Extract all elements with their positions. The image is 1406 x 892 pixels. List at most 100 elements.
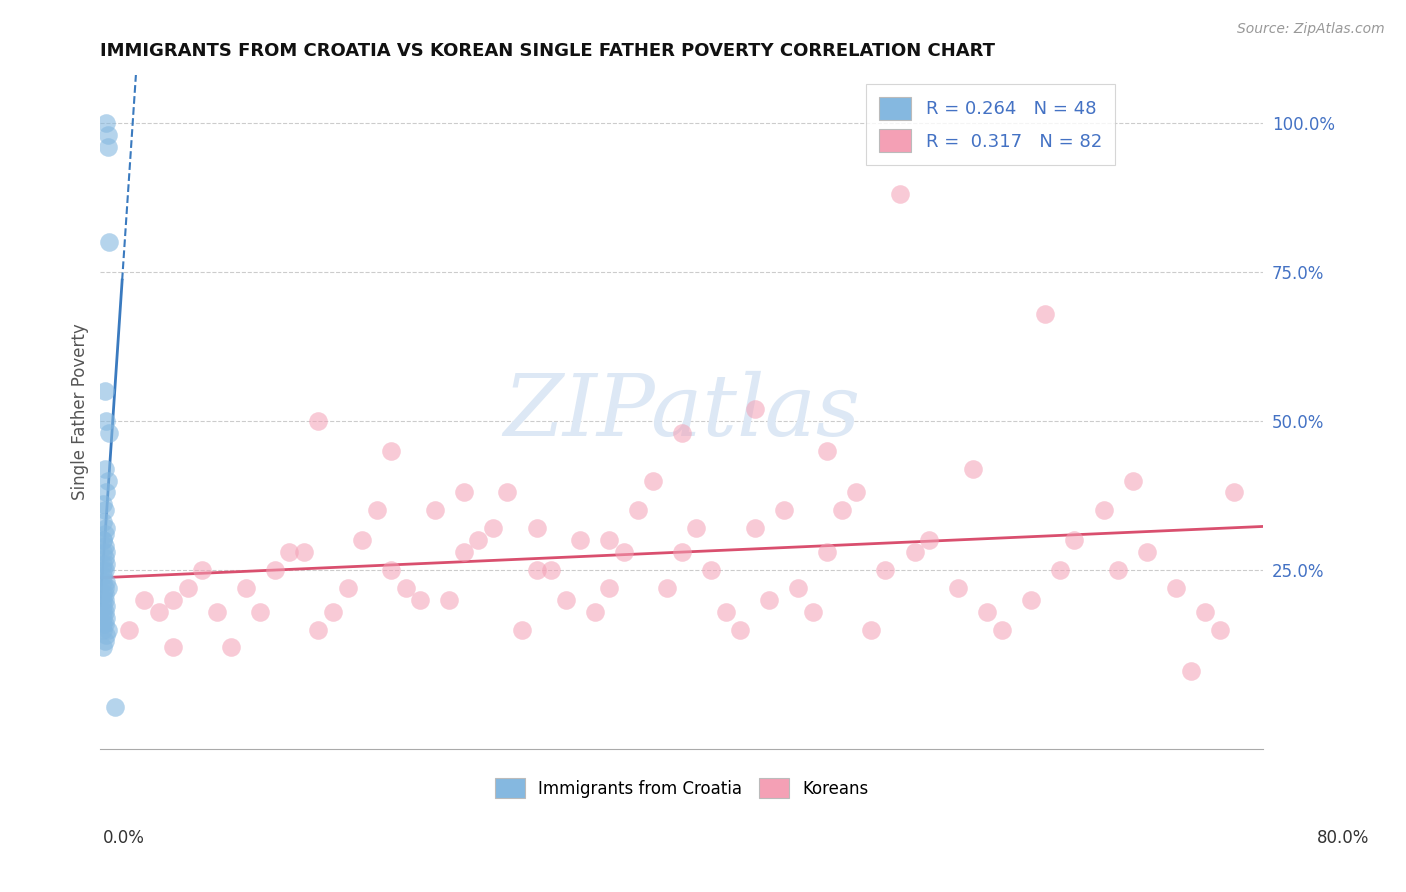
- Point: [1122, 474, 1144, 488]
- Point: [191, 563, 214, 577]
- Point: [467, 533, 489, 548]
- Point: [97, 581, 120, 595]
- Point: [569, 533, 592, 548]
- Point: [598, 581, 620, 595]
- Point: [91, 623, 114, 637]
- Point: [1049, 563, 1071, 577]
- Point: [91, 569, 114, 583]
- Point: [93, 527, 115, 541]
- Point: [540, 563, 562, 577]
- Point: [91, 610, 114, 624]
- Text: ZIPatlas: ZIPatlas: [503, 371, 860, 453]
- Point: [98, 425, 121, 440]
- Text: Source: ZipAtlas.com: Source: ZipAtlas.com: [1237, 22, 1385, 37]
- Point: [613, 545, 636, 559]
- Point: [772, 503, 794, 517]
- Point: [97, 623, 120, 637]
- Point: [1209, 623, 1232, 637]
- Point: [439, 592, 461, 607]
- Point: [249, 605, 271, 619]
- Point: [453, 485, 475, 500]
- Point: [1223, 485, 1246, 500]
- Point: [93, 461, 115, 475]
- Point: [918, 533, 941, 548]
- Point: [148, 605, 170, 619]
- Point: [1033, 307, 1056, 321]
- Point: [104, 700, 127, 714]
- Point: [1063, 533, 1085, 548]
- Point: [93, 539, 115, 553]
- Point: [976, 605, 998, 619]
- Point: [787, 581, 810, 595]
- Point: [350, 533, 373, 548]
- Point: [162, 592, 184, 607]
- Point: [627, 503, 650, 517]
- Point: [307, 623, 329, 637]
- Point: [91, 545, 114, 559]
- Point: [423, 503, 446, 517]
- Point: [96, 414, 118, 428]
- Point: [685, 521, 707, 535]
- Point: [93, 384, 115, 398]
- Point: [482, 521, 505, 535]
- Point: [526, 521, 548, 535]
- Point: [91, 616, 114, 631]
- Point: [96, 628, 118, 642]
- Point: [845, 485, 868, 500]
- Point: [453, 545, 475, 559]
- Point: [91, 557, 114, 571]
- Point: [657, 581, 679, 595]
- Point: [97, 139, 120, 153]
- Point: [744, 521, 766, 535]
- Point: [93, 503, 115, 517]
- Point: [278, 545, 301, 559]
- Point: [93, 592, 115, 607]
- Point: [409, 592, 432, 607]
- Point: [583, 605, 606, 619]
- Point: [93, 616, 115, 631]
- Point: [962, 461, 984, 475]
- Point: [263, 563, 285, 577]
- Point: [91, 533, 114, 548]
- Point: [91, 497, 114, 511]
- Point: [1166, 581, 1188, 595]
- Point: [641, 474, 664, 488]
- Point: [93, 563, 115, 577]
- Point: [671, 545, 693, 559]
- Point: [1092, 503, 1115, 517]
- Point: [889, 187, 911, 202]
- Point: [176, 581, 198, 595]
- Point: [554, 592, 576, 607]
- Point: [1136, 545, 1159, 559]
- Point: [96, 521, 118, 535]
- Point: [91, 605, 114, 619]
- Point: [1194, 605, 1216, 619]
- Point: [336, 581, 359, 595]
- Point: [875, 563, 897, 577]
- Point: [946, 581, 969, 595]
- Point: [93, 581, 115, 595]
- Point: [801, 605, 824, 619]
- Point: [132, 592, 155, 607]
- Point: [728, 623, 751, 637]
- Point: [395, 581, 418, 595]
- Point: [93, 551, 115, 566]
- Point: [93, 605, 115, 619]
- Point: [162, 640, 184, 655]
- Point: [96, 557, 118, 571]
- Point: [93, 634, 115, 648]
- Point: [831, 503, 853, 517]
- Point: [990, 623, 1012, 637]
- Point: [322, 605, 344, 619]
- Point: [96, 485, 118, 500]
- Point: [526, 563, 548, 577]
- Point: [91, 592, 114, 607]
- Point: [307, 414, 329, 428]
- Point: [903, 545, 925, 559]
- Point: [96, 599, 118, 613]
- Point: [91, 587, 114, 601]
- Point: [744, 402, 766, 417]
- Point: [91, 533, 114, 548]
- Point: [96, 610, 118, 624]
- Text: 80.0%: 80.0%: [1316, 829, 1369, 847]
